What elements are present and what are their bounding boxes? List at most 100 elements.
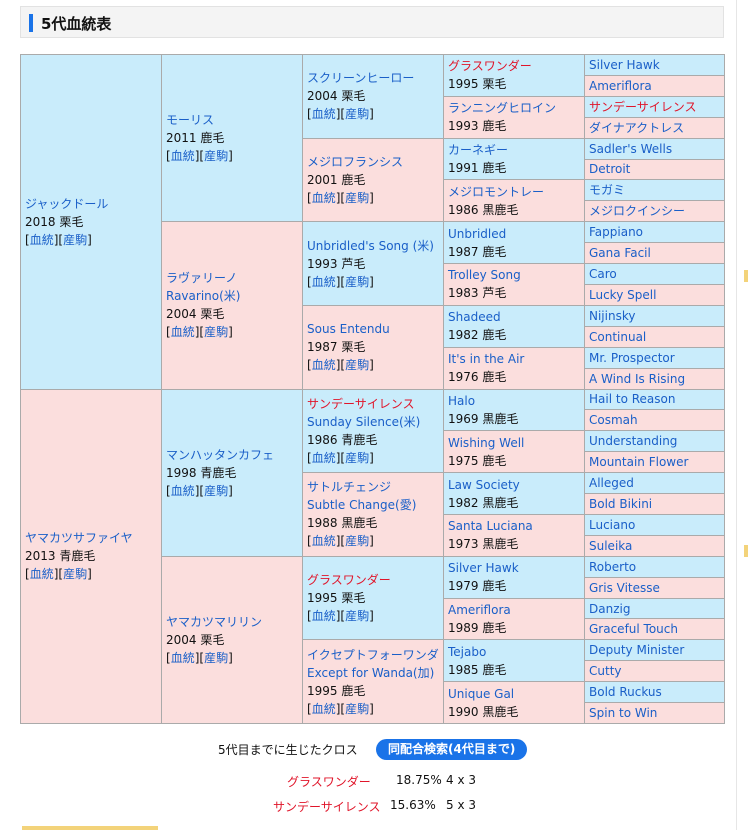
horse-name-link[interactable]: Halo (448, 393, 476, 408)
horse-name-link[interactable]: Tejabo (448, 644, 487, 659)
pedigree-link[interactable]: 血統 (311, 534, 336, 549)
pedigree-link[interactable]: 血統 (170, 650, 195, 665)
gen5-cell[interactable]: Lucky Spell (584, 283, 725, 306)
horse-name-link[interactable]: Silver Hawk (448, 561, 519, 576)
offspring-link[interactable]: 産駒 (345, 107, 370, 122)
horse-name-link[interactable]: ランニングヒロイン (448, 101, 557, 116)
horse-name-link[interactable]: モーリス (166, 113, 215, 128)
offspring-link[interactable]: 産駒 (63, 232, 88, 247)
horse-name-link[interactable]: カーネギー (448, 143, 509, 158)
gen5-cell[interactable]: Danzig (584, 597, 725, 620)
gen5-cell[interactable]: Continual (584, 325, 725, 348)
horse-name-link[interactable]: グラスワンダー (448, 59, 532, 74)
horse-name-link[interactable]: Ameriflora (448, 602, 511, 617)
horse-name-link[interactable]: ヤマカツサファイヤ (25, 531, 133, 546)
gen5-cell[interactable]: Nijinsky (584, 304, 725, 327)
gen5-cell[interactable]: Bold Ruckus (584, 681, 725, 704)
offspring-link[interactable]: 産駒 (345, 609, 370, 624)
offspring-link[interactable]: 産駒 (345, 450, 370, 465)
gen5-cell[interactable]: Mr. Prospector (584, 346, 725, 369)
horse-name-link[interactable]: ジャックドール (25, 196, 109, 211)
offspring-link[interactable]: 産駒 (345, 358, 370, 373)
gen5-cell[interactable]: Suleika (584, 534, 725, 557)
gen5-cell[interactable]: ダイナアクトレス (584, 116, 725, 139)
gen5-cell[interactable]: Deputy Minister (584, 639, 725, 662)
gen5-cell[interactable]: Roberto (584, 555, 725, 578)
horse-name-link[interactable]: Unbridled's Song (米) (307, 238, 434, 253)
horse-name-link[interactable]: ラヴァリーノ (166, 271, 238, 286)
horse-name-link[interactable]: ヤマカツマリリン (166, 614, 263, 629)
horse-name-link[interactable]: Sous Entendu (307, 322, 390, 337)
gen5-cell[interactable]: Understanding (584, 430, 725, 453)
cross-horse-name[interactable]: グラスワンダー (287, 775, 371, 789)
gen5-cell[interactable]: Silver Hawk (584, 54, 725, 76)
offspring-link[interactable]: 産駒 (345, 274, 370, 289)
coat-color: 栗毛 (341, 89, 366, 104)
gen5-cell[interactable]: Sadler's Wells (584, 137, 725, 160)
horse-name-link[interactable]: Santa Luciana (448, 519, 533, 534)
horse-name-link[interactable]: It's in the Air (448, 352, 525, 367)
gen5-cell[interactable]: Hail to Reason (584, 388, 725, 411)
horse-year-color: 2011 鹿毛 (166, 129, 298, 147)
horse-name-link[interactable]: メジロフランシス (307, 154, 404, 169)
horse-name-link[interactable]: Unbridled (448, 226, 507, 241)
pedigree-link[interactable]: 血統 (29, 232, 54, 247)
gen5-cell[interactable]: Luciano (584, 513, 725, 536)
gen5-cell[interactable]: サンデーサイレンス (584, 95, 725, 118)
gen5-cell[interactable]: Ameriflora (584, 74, 725, 97)
pedigree-link[interactable]: 血統 (170, 483, 195, 498)
horse-name-link[interactable]: Wishing Well (448, 435, 525, 450)
gen5-cell[interactable]: Bold Bikini (584, 493, 725, 515)
horse-name-link[interactable]: スクリーンヒーロー (307, 71, 415, 86)
pedigree-link[interactable]: 血統 (311, 358, 336, 373)
horse-alt-name-link[interactable]: Sunday Silence(米) (307, 414, 421, 429)
pedigree-link[interactable]: 血統 (311, 450, 336, 465)
gen5-cell[interactable]: Fappiano (584, 221, 725, 244)
horse-alt-name-link[interactable]: Except for Wanda(加) (307, 665, 435, 680)
offspring-link[interactable]: 産駒 (204, 325, 229, 340)
gen5-cell[interactable]: Alleged (584, 472, 725, 495)
gen5-cell[interactable]: Cosmah (584, 409, 725, 432)
horse-name-link[interactable]: Shadeed (448, 310, 501, 325)
horse-name-link[interactable]: Trolley Song (448, 268, 521, 283)
offspring-link[interactable]: 産駒 (345, 534, 370, 549)
horse-name-link[interactable]: イクセプトフォーワンダ (307, 647, 439, 662)
horse-name-link[interactable]: サトルチェンジ (307, 480, 392, 495)
horse-name-link[interactable]: サンデーサイレンス (307, 396, 415, 411)
gen5-cell[interactable]: Spin to Win (584, 702, 725, 724)
gen5-cell[interactable]: Graceful Touch (584, 618, 725, 641)
offspring-link[interactable]: 産駒 (204, 483, 229, 498)
pedigree-link[interactable]: 血統 (311, 701, 336, 716)
gen5-cell[interactable]: Gana Facil (584, 242, 725, 265)
pedigree-link[interactable]: 血統 (29, 567, 54, 582)
same-mating-search-button[interactable]: 同配合検索(4代目まで) (376, 739, 528, 760)
horse-alt-name-link[interactable]: Subtle Change(愛) (307, 498, 417, 513)
cross-horse-name[interactable]: サンデーサイレンス (273, 800, 381, 814)
gen5-cell[interactable]: Mountain Flower (584, 451, 725, 474)
pedigree-link[interactable]: 血統 (311, 107, 336, 122)
horse-alt-name-link[interactable]: Ravarino(米) (166, 289, 241, 304)
pedigree-link[interactable]: 血統 (170, 325, 195, 340)
gen5-cell[interactable]: Detroit (584, 158, 725, 181)
offspring-link[interactable]: 産駒 (204, 650, 229, 665)
horse-name-link[interactable]: グラスワンダー (307, 573, 391, 588)
gen5-cell[interactable]: Cutty (584, 660, 725, 683)
pedigree-link[interactable]: 血統 (170, 149, 195, 164)
offspring-link[interactable]: 産駒 (63, 567, 88, 582)
pedigree-link[interactable]: 血統 (311, 190, 336, 205)
gen5-cell[interactable]: Gris Vitesse (584, 576, 725, 599)
gen5-cell[interactable]: モガミ (584, 179, 725, 202)
horse-links: [血統][産駒] (307, 450, 374, 465)
gen5-cell[interactable]: Caro (584, 263, 725, 285)
pedigree-link[interactable]: 血統 (311, 609, 336, 624)
offspring-link[interactable]: 産駒 (204, 149, 229, 164)
gen5-cell[interactable]: A Wind Is Rising (584, 367, 725, 390)
horse-name-link[interactable]: メジロモントレー (448, 184, 545, 199)
horse-name-link[interactable]: マンハッタンカフェ (166, 447, 275, 462)
offspring-link[interactable]: 産駒 (345, 190, 370, 205)
pedigree-link[interactable]: 血統 (311, 274, 336, 289)
offspring-link[interactable]: 産駒 (345, 701, 370, 716)
horse-name-link[interactable]: Unique Gal (448, 686, 515, 701)
gen5-cell[interactable]: メジロクインシー (584, 200, 725, 223)
horse-name-link[interactable]: Law Society (448, 477, 520, 492)
